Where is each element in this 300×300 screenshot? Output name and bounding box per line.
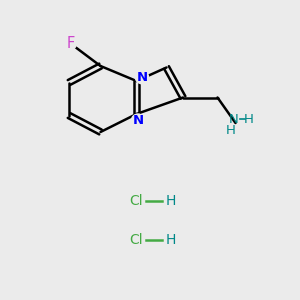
Text: N: N (136, 70, 148, 84)
Circle shape (131, 114, 145, 127)
Text: Cl: Cl (130, 233, 143, 247)
Text: N: N (132, 114, 144, 127)
Circle shape (135, 70, 148, 84)
Text: F: F (66, 36, 75, 51)
Text: H: H (165, 233, 176, 247)
Text: Cl: Cl (130, 194, 143, 208)
Text: H: H (165, 194, 176, 208)
Text: H: H (226, 124, 236, 137)
Circle shape (64, 38, 76, 50)
Text: N: N (229, 113, 239, 126)
Text: H: H (244, 113, 254, 126)
